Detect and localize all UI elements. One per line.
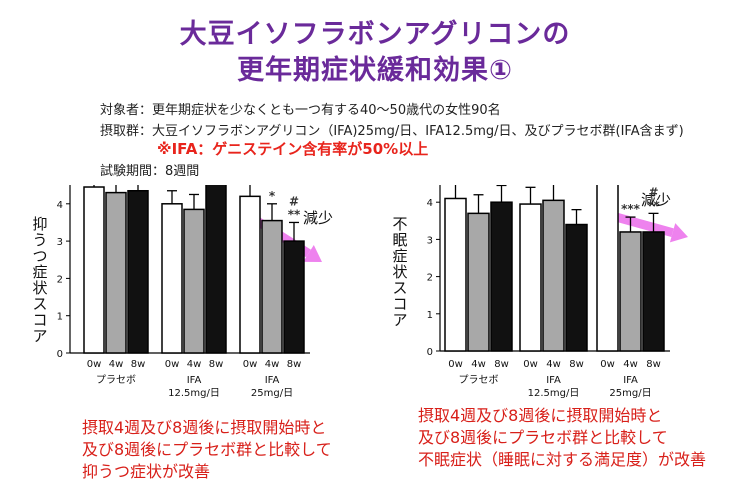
y-tick-label: 1 [427, 310, 433, 321]
insomnia-chart: 減少不眠症状スコア01234560w4w8wプラセボ0w4w8wIFA12.5m… [392, 185, 688, 399]
conclusion-insomnia: 摂取4週及び8週後に摂取開始時と 及び8週後にプラセボ群と比較して 不眠症状（睡… [418, 405, 706, 471]
bar [161, 203, 183, 354]
bar [283, 240, 305, 354]
decrease-label: 減少 [641, 191, 671, 209]
subjects-text: 対象者：更年期症状を少なくとも一つ有する40～50歳代の女性90名 [100, 103, 501, 118]
y-tick-label: 2 [57, 274, 63, 285]
group-label: IFA [546, 375, 561, 386]
y-axis-label-char: 状 [392, 263, 407, 281]
bar [565, 223, 588, 352]
y-axis-label-char: 状 [32, 279, 47, 297]
bar [542, 199, 565, 352]
bar [490, 201, 513, 352]
significance-mark: # [289, 194, 299, 208]
bar [105, 191, 127, 354]
timepoint-label: 4w [623, 359, 638, 370]
timepoint-label: 0w [87, 359, 102, 370]
timepoint-label: 8w [131, 359, 146, 370]
timepoint-label: 4w [546, 359, 561, 370]
bar [467, 212, 490, 352]
bar [519, 203, 542, 352]
y-axis-label-char: 症 [392, 247, 407, 265]
decrease-arrow-head [303, 244, 322, 262]
bar [239, 195, 261, 354]
timepoint-label: 8w [494, 359, 509, 370]
bar [444, 197, 467, 352]
title-line2: 更年期症状緩和効果① [237, 55, 513, 86]
group-label: 25mg/日 [609, 388, 651, 399]
y-tick-label: 2 [427, 273, 433, 284]
y-tick-label: 3 [57, 237, 63, 248]
significance-mark: * [269, 189, 276, 203]
conclusion-line: 及び8週後にプラセボ群と比較して [82, 440, 332, 459]
depression-chart: 減少抑うつ症状スコア01234560w4w8wプラセボ0w4w8wIFA12.5… [32, 185, 333, 399]
timepoint-label: 0w [523, 359, 538, 370]
ifa-note: ※IFA：ゲニステイン含有率が50%以上 [157, 140, 429, 158]
y-axis-label-char: ア [32, 327, 47, 345]
significance-mark: *** [621, 202, 641, 216]
bar [83, 186, 105, 354]
y-axis-label-char: ス [32, 295, 47, 313]
bar [205, 185, 227, 354]
y-tick-label: 3 [427, 235, 433, 246]
y-axis-label-char: う [32, 231, 47, 249]
conclusion-line: 摂取4週及び8週後に摂取開始時と [418, 406, 663, 425]
y-tick-label: 0 [57, 349, 63, 360]
y-axis-label-char: ア [392, 311, 407, 329]
timepoint-label: 0w [448, 359, 463, 370]
bar [619, 231, 642, 352]
y-axis-label-char: 不 [392, 215, 407, 233]
bar [596, 185, 619, 352]
conclusion-line: 及び8週後にプラセボ群と比較して [418, 428, 668, 447]
timepoint-label: 0w [243, 359, 258, 370]
y-tick-label: 4 [57, 200, 63, 211]
timepoint-label: 8w [569, 359, 584, 370]
y-tick-label: 0 [427, 347, 433, 358]
y-axis-label-char: 抑 [32, 215, 47, 233]
timepoint-label: 8w [209, 359, 224, 370]
y-axis-label-char: 症 [32, 263, 47, 281]
timepoint-label: 4w [265, 359, 280, 370]
bar [642, 231, 665, 352]
bar [183, 208, 205, 354]
conclusion-line: 摂取4週及び8週後に摂取開始時と [82, 418, 327, 437]
conclusion-depression: 摂取4週及び8週後に摂取開始時と 及び8週後にプラセボ群と比較して 抑うつ症状が… [82, 417, 332, 483]
bar [127, 189, 149, 354]
timepoint-label: 4w [109, 359, 124, 370]
intake-text: 摂取群：大豆イソフラボンアグリコン（IFA)25mg/日、IFA12.5mg/日… [100, 124, 684, 139]
group-label: IFA [623, 375, 638, 386]
group-label: 12.5mg/日 [168, 388, 220, 399]
group-label: IFA [187, 375, 202, 386]
timepoint-label: 4w [187, 359, 202, 370]
significance-mark: ** [288, 207, 301, 221]
y-axis-label-char: つ [32, 247, 47, 265]
y-axis-label-char: 眠 [392, 231, 407, 249]
significance-mark: # [648, 185, 658, 199]
title-line1: 大豆イソフラボンアグリコンの [179, 19, 571, 50]
timepoint-label: 0w [600, 359, 615, 370]
conclusion-line: 不眠症状（睡眠に対する満足度）が改善 [418, 450, 707, 469]
y-tick-label: 1 [57, 312, 63, 323]
period-text: 試験期間：8週間 [100, 164, 200, 179]
y-tick-label: 4 [427, 198, 433, 209]
decrease-arrow-head [669, 223, 688, 243]
group-label: 25mg/日 [251, 388, 293, 399]
group-label: プラセボ [459, 374, 499, 386]
timepoint-label: 0w [165, 359, 180, 370]
y-axis-label-char: コ [32, 311, 47, 329]
decrease-label: 減少 [303, 209, 333, 227]
timepoint-label: 8w [646, 359, 661, 370]
y-axis-label-char: ス [392, 279, 407, 297]
group-label: プラセボ [96, 374, 136, 386]
group-label: IFA [265, 375, 280, 386]
conclusion-line: 抑うつ症状が改善 [82, 462, 211, 481]
timepoint-label: 8w [287, 359, 302, 370]
y-axis-label-char: コ [392, 295, 407, 313]
timepoint-label: 4w [471, 359, 486, 370]
group-label: 12.5mg/日 [528, 388, 580, 399]
bar [261, 219, 283, 354]
significance-mark: ** [647, 198, 660, 212]
